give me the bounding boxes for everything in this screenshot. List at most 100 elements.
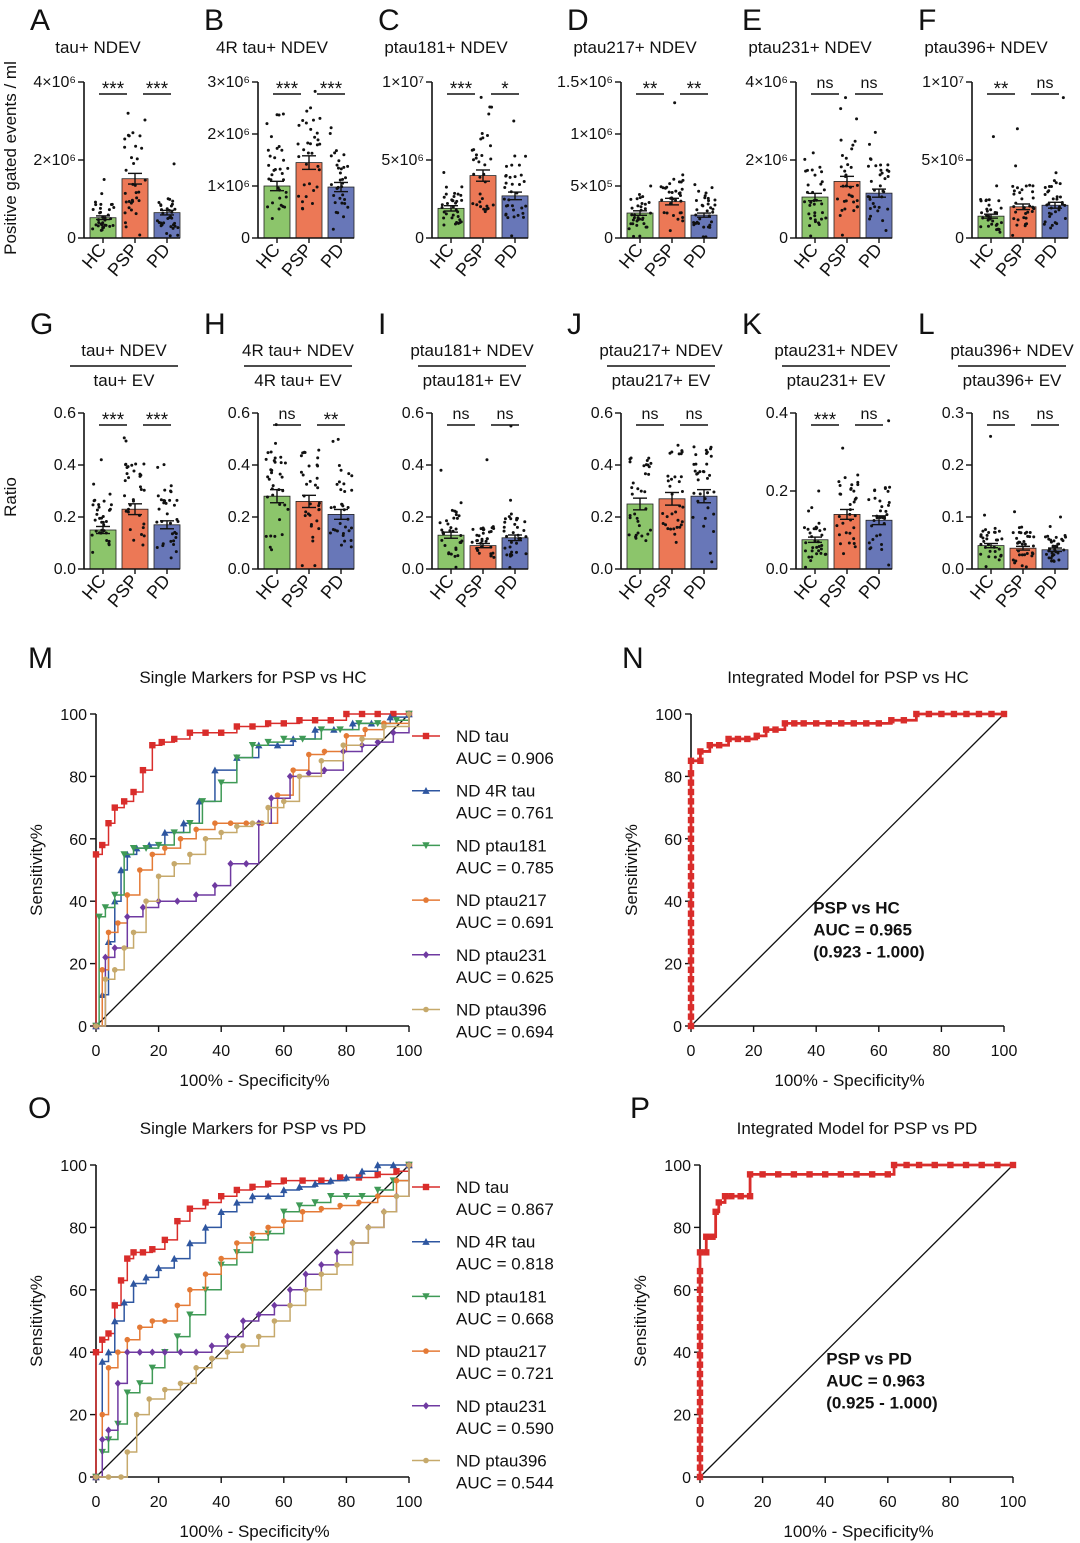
roc-point [248, 742, 257, 749]
data-point [159, 221, 163, 225]
data-point [997, 547, 1001, 551]
data-point [165, 207, 169, 211]
data-point [873, 205, 877, 209]
panel-title-numerator: ptau217+ NDEV [599, 341, 723, 360]
x-tick-label-pd: PD [1031, 571, 1062, 603]
x-tick-label: 60 [275, 1494, 293, 1511]
data-point [440, 203, 444, 207]
x-tick-label: 20 [150, 1043, 168, 1060]
data-point [102, 523, 106, 527]
bar-hc [801, 539, 829, 570]
roc-point [302, 1270, 309, 1278]
bar-psp [121, 178, 149, 239]
roc-point [687, 947, 695, 955]
roc-curve-2 [96, 714, 410, 1027]
data-point [309, 106, 313, 110]
x-tick-label-psp: PSP [816, 240, 854, 280]
data-point [342, 165, 346, 169]
significance-label: ns [861, 75, 878, 92]
legend-name: ND ptau181 [456, 836, 547, 855]
data-point [335, 482, 339, 486]
data-point [168, 197, 172, 201]
data-point [644, 539, 648, 543]
data-point [142, 462, 146, 466]
data-point [1051, 544, 1055, 548]
data-point [997, 558, 1001, 562]
roc-point [358, 1167, 366, 1175]
roc-point [211, 881, 219, 890]
data-point [819, 551, 823, 555]
data-point [837, 480, 841, 484]
roc-point [129, 844, 138, 852]
roc-point [264, 720, 272, 727]
roc-point [374, 738, 381, 746]
data-point [693, 469, 697, 473]
data-point [163, 488, 167, 492]
roc-point [217, 1208, 225, 1215]
data-point [840, 233, 844, 237]
data-point [134, 191, 138, 195]
data-point [338, 171, 342, 175]
data-point [987, 530, 991, 534]
data-point [103, 216, 107, 220]
roc-point [687, 826, 695, 833]
y-tick-label: 40 [664, 894, 682, 911]
roc-point [149, 1348, 156, 1356]
roc-point [737, 1193, 744, 1200]
data-point [666, 474, 670, 478]
data-point [142, 534, 146, 538]
data-point [300, 200, 304, 204]
data-point [471, 202, 475, 206]
roc-point [687, 957, 695, 964]
data-point [510, 234, 514, 238]
data-point [478, 192, 482, 196]
data-point [635, 223, 639, 227]
data-point [674, 510, 678, 514]
roc-point [234, 1240, 240, 1246]
data-point [662, 211, 666, 215]
x-tick-label-pd: PD [143, 571, 174, 603]
x-tick-label: 20 [754, 1494, 772, 1511]
significance-label: ns [1037, 75, 1054, 92]
data-point [449, 526, 453, 530]
data-point [347, 472, 351, 476]
data-point [513, 522, 517, 526]
data-point [841, 521, 845, 525]
panel-letter: E [742, 4, 762, 37]
roc-point [114, 1379, 122, 1388]
data-point [459, 534, 463, 538]
x-tick-label-psp: PSP [278, 240, 316, 280]
roc-point [900, 717, 908, 724]
roc-point [687, 788, 695, 796]
data-point [842, 552, 846, 556]
data-point [332, 505, 336, 509]
data-point [171, 226, 175, 230]
data-point [477, 160, 481, 164]
y-tick-label: 0.1 [942, 509, 964, 526]
bar-hc [89, 529, 117, 570]
roc-point [139, 766, 147, 774]
data-point [459, 501, 463, 505]
data-point [670, 512, 674, 516]
data-point [811, 151, 815, 155]
data-point [510, 204, 514, 208]
x-axis-label: 100% - Specificity% [179, 1522, 329, 1541]
data-point [1015, 536, 1019, 540]
roc-point [791, 720, 798, 727]
y-axis-label-events: Positive gated events / ml [1, 61, 20, 255]
data-point [161, 544, 165, 548]
data-point [711, 207, 715, 211]
y-tick-label: 0 [78, 1470, 87, 1487]
roc-point [105, 1474, 112, 1480]
data-point [108, 507, 112, 511]
y-tick-label: 40 [673, 1345, 691, 1362]
data-point [670, 477, 674, 481]
data-point [698, 492, 702, 496]
data-point [1024, 565, 1028, 569]
data-point [852, 526, 856, 530]
data-point [165, 232, 169, 236]
data-point [450, 508, 454, 512]
roc-point [318, 1261, 325, 1269]
data-point [504, 164, 508, 168]
